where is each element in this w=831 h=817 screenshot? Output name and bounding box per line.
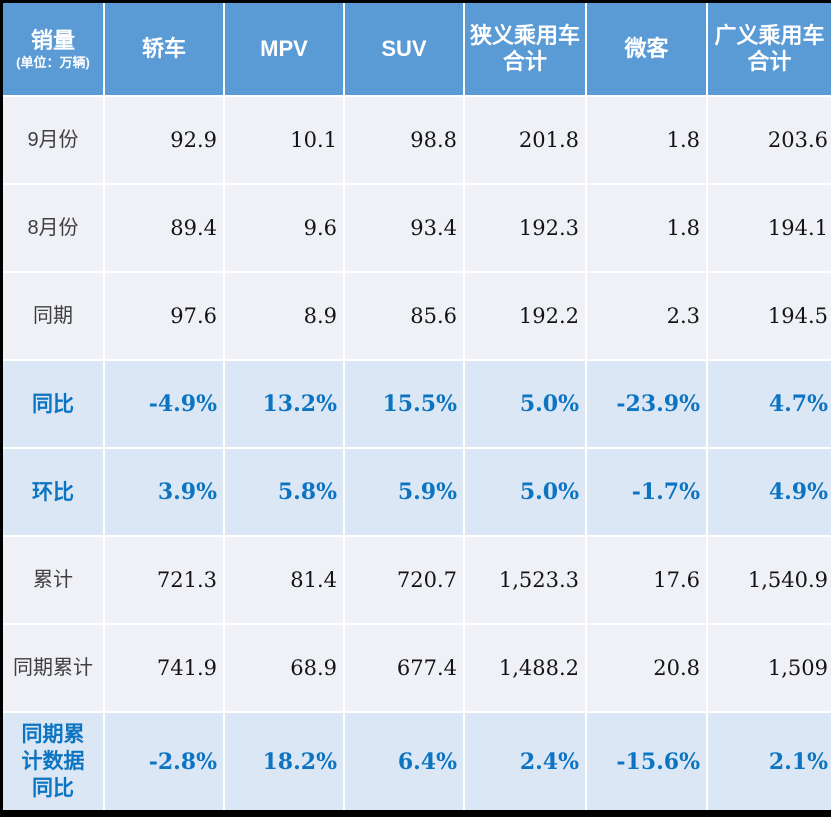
cell-value: 9.6 [225, 185, 345, 271]
cell-value: 741.9 [105, 625, 225, 711]
table-row: 同期 97.6 8.9 85.6 192.2 2.3 194.5 [3, 273, 831, 361]
column-header: 轿车 [105, 3, 225, 95]
cell-value: 13.2% [225, 361, 345, 447]
cell-value: 89.4 [105, 185, 225, 271]
cell-value: 4.7% [768, 391, 828, 417]
cell-value: 192.2 [465, 273, 587, 359]
cell-value: 5.0% [465, 449, 587, 535]
cell-value: 721.3 [105, 537, 225, 623]
row-label: 同期累 计数据 同比 [3, 713, 105, 810]
cell-value: 6.4% [345, 713, 465, 810]
cell-value: -23.9% [587, 361, 708, 447]
cell-value: 192.3 [465, 185, 587, 271]
vehicle-sales-table: 销量 (单位：万辆) 轿车 MPV SUV 狭义乘用车 合计 微客 广义乘用车 合计 9月… [3, 3, 831, 810]
cell-value: 8.9 [225, 273, 345, 359]
cell-value: 5.8% [225, 449, 345, 535]
cell-value: 4.9% [768, 479, 828, 505]
cell-value: 1,540.9 [747, 568, 828, 592]
cell-value: 2.4% [465, 713, 587, 810]
cell-value: 203.6 [767, 128, 828, 152]
table-row: 8月份 89.4 9.6 93.4 192.3 1.8 194.1 [3, 185, 831, 273]
row-label: 同期累计 [3, 625, 105, 711]
cell-value: -15.6% [587, 713, 708, 810]
cell-value: -4.9% [105, 361, 225, 447]
cell-value: 1.8 [587, 185, 708, 271]
table-row: 同比 -4.9% 13.2% 15.5% 5.0% -23.9% 4.7% [3, 361, 831, 449]
cell-value: 68.9 [225, 625, 345, 711]
cell-value: 17.6 [587, 537, 708, 623]
cell-value: 720.7 [345, 537, 465, 623]
cell-value: 92.9 [105, 97, 225, 183]
cell-value: 10.1 [225, 97, 345, 183]
column-header: SUV [345, 3, 465, 95]
cell-value: 201.8 [465, 97, 587, 183]
row-label: 累计 [3, 537, 105, 623]
cell-value: 2.1% [768, 748, 828, 775]
table-row: 同期累计 741.9 68.9 677.4 1,488.2 20.8 1,509 [3, 625, 831, 713]
cell-value: -1.7% [587, 449, 708, 535]
column-header: 狭义乘用车 合计 [465, 3, 587, 95]
cell-value: 3.9% [105, 449, 225, 535]
row-label: 9月份 [3, 97, 105, 183]
cell-value: 1,488.2 [465, 625, 587, 711]
cell-value: 5.0% [465, 361, 587, 447]
row-label: 8月份 [3, 185, 105, 271]
table-row: 9月份 92.9 10.1 98.8 201.8 1.8 203.6 [3, 97, 831, 185]
cell-value: 677.4 [345, 625, 465, 711]
cell-value: 85.6 [345, 273, 465, 359]
cell-value: 194.5 [767, 304, 828, 328]
table-row: 同期累 计数据 同比 -2.8% 18.2% 6.4% 2.4% -15.6% 2.1% [3, 713, 831, 810]
cell-value: 18.2% [225, 713, 345, 810]
cell-value: 1,509 [767, 656, 828, 680]
cell-value: 5.9% [345, 449, 465, 535]
table-row: 累计 721.3 81.4 720.7 1,523.3 17.6 1,540.9 [3, 537, 831, 625]
cell-value: 81.4 [225, 537, 345, 623]
cell-value: 1,523.3 [465, 537, 587, 623]
cell-value: 20.8 [587, 625, 708, 711]
table-title-cell: 销量 (单位：万辆) [3, 3, 105, 95]
cell-value: 98.8 [345, 97, 465, 183]
cell-value: 2.3 [587, 273, 708, 359]
cell-value: 97.6 [105, 273, 225, 359]
table-unit-note: (单位：万辆) [16, 54, 90, 70]
cell-value: 194.1 [767, 216, 828, 240]
cell-value: 15.5% [345, 361, 465, 447]
row-label: 同期 [3, 273, 105, 359]
column-header: 广义乘用车 合计 [714, 23, 825, 74]
column-header: MPV [225, 3, 345, 95]
table-title: 销量 [30, 27, 75, 53]
row-label: 同比 [3, 361, 105, 447]
cell-value: 93.4 [345, 185, 465, 271]
cell-value: -2.8% [105, 713, 225, 810]
table-row: 环比 3.9% 5.8% 5.9% 5.0% -1.7% 4.9% [3, 449, 831, 537]
column-header: 微客 [587, 3, 708, 95]
row-label: 环比 [3, 449, 105, 535]
header-row: 销量 (单位：万辆) 轿车 MPV SUV 狭义乘用车 合计 微客 广义乘用车 合计 [3, 3, 831, 97]
cell-value: 1.8 [587, 97, 708, 183]
